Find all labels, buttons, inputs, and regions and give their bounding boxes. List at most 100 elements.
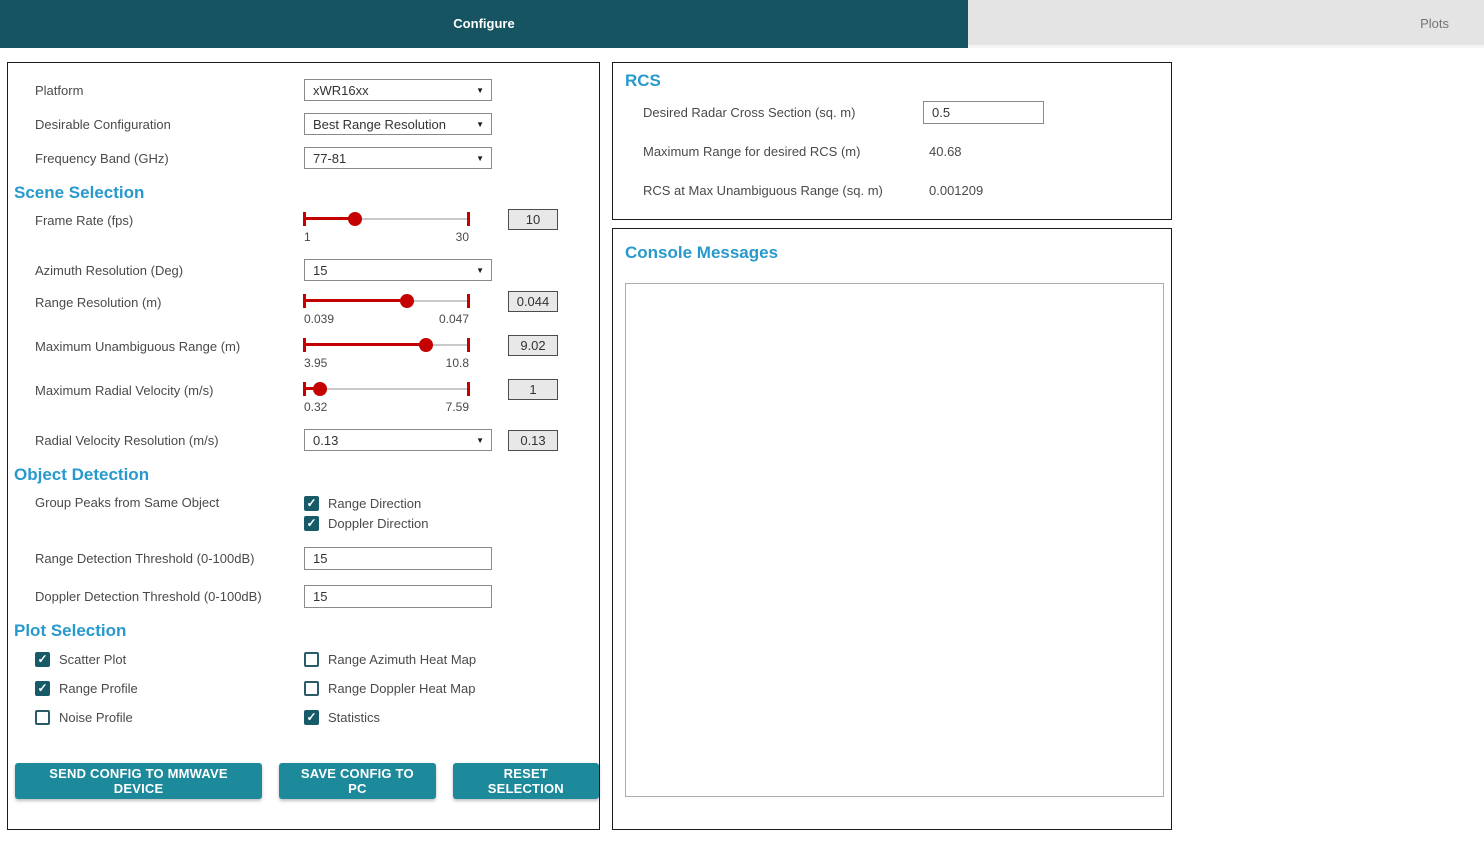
noise-profile-label: Noise Profile [59, 709, 133, 725]
doppler-detection-threshold-label: Doppler Detection Threshold (0-100dB) [35, 588, 262, 604]
chevron-down-icon: ▼ [476, 435, 484, 445]
group-peaks-label: Group Peaks from Same Object [35, 495, 220, 510]
range-resolution-max: 0.047 [438, 312, 469, 326]
slider-min-tick [303, 212, 306, 226]
rcs-at-max-range-row: RCS at Max Unambiguous Range (sq. m) 0.0… [643, 175, 1171, 205]
maximum-unambiguous-range-slider-handle[interactable] [419, 338, 434, 352]
slider-fill [304, 343, 427, 346]
checkmark-icon: ✓ [306, 496, 317, 510]
radial-velocity-resolution-label: Radial Velocity Resolution (m/s) [35, 432, 219, 448]
plot-selection-grid: ✓ Scatter Plot Range Azimuth Heat Map ✓ … [35, 649, 599, 727]
chevron-down-icon: ▼ [476, 265, 484, 275]
send-config-button[interactable]: SEND CONFIG TO MMWAVE DEVICE [15, 763, 263, 799]
frame-rate-row: Frame Rate (fps) 1 30 10 [8, 209, 599, 253]
scatter-plot-checkbox[interactable]: ✓ [35, 651, 50, 667]
platform-row: Platform xWR16xx ▼ [8, 75, 599, 105]
range-resolution-value: 0.044 [508, 291, 558, 312]
noise-profile-checkbox[interactable] [35, 709, 50, 725]
radial-velocity-resolution-value: 0.13 [508, 429, 558, 451]
radial-velocity-resolution-row: Radial Velocity Resolution (m/s) 0.13 ▼ … [8, 425, 599, 455]
range-profile-checkbox[interactable]: ✓ [35, 680, 50, 696]
slider-fill [304, 217, 356, 220]
slider-track [304, 218, 469, 220]
maximum-radial-velocity-slider[interactable] [303, 381, 470, 397]
max-range-for-rcs-value: 40.68 [929, 143, 962, 159]
frame-rate-slider[interactable] [303, 211, 470, 227]
desired-rcs-input[interactable] [923, 100, 1044, 124]
frame-rate-min: 1 [304, 230, 311, 244]
range-resolution-min: 0.039 [304, 312, 335, 326]
checkmark-icon: ✓ [306, 516, 317, 530]
maximum-unambiguous-range-value: 9.02 [508, 335, 558, 356]
range-doppler-heat-map-checkbox[interactable] [304, 680, 319, 696]
configure-panel: Platform xWR16xx ▼ Desirable Configurati… [7, 62, 600, 830]
doppler-direction-label: Doppler Direction [328, 515, 429, 531]
maximum-unambiguous-range-label: Maximum Unambiguous Range (m) [35, 339, 241, 354]
console-messages-heading: Console Messages [625, 243, 779, 262]
save-config-button[interactable]: SAVE CONFIG TO PC [279, 763, 436, 799]
maximum-radial-velocity-value: 1 [508, 379, 558, 400]
platform-select[interactable]: xWR16xx ▼ [304, 79, 492, 101]
rcs-at-max-range-value: 0.001209 [929, 182, 984, 198]
config-buttons: SEND CONFIG TO MMWAVE DEVICE SAVE CONFIG… [15, 763, 600, 799]
max-range-for-rcs-label: Maximum Range for desired RCS (m) [643, 143, 861, 159]
checkmark-icon: ✓ [37, 652, 48, 666]
frame-rate-max: 30 [455, 230, 469, 244]
azimuth-resolution-select[interactable]: 15 ▼ [304, 259, 492, 281]
rcs-at-max-range-label: RCS at Max Unambiguous Range (sq. m) [643, 182, 883, 198]
doppler-detection-threshold-input[interactable] [304, 584, 492, 608]
desirable-configuration-label: Desirable Configuration [35, 116, 171, 132]
statistics-checkbox[interactable]: ✓ [304, 709, 319, 725]
maximum-unambiguous-range-row: Maximum Unambiguous Range (m) 3.95 10.8 … [8, 335, 599, 379]
scatter-plot-label: Scatter Plot [59, 651, 127, 667]
slider-fill [304, 299, 408, 302]
desirable-configuration-select-value: Best Range Resolution [313, 116, 446, 132]
reset-selection-button[interactable]: RESET SELECTION [452, 763, 600, 799]
azimuth-resolution-row: Azimuth Resolution (Deg) 15 ▼ [8, 255, 599, 285]
maximum-radial-velocity-max: 7.59 [445, 400, 469, 414]
range-direction-label: Range Direction [328, 495, 422, 511]
azimuth-resolution-select-value: 15 [313, 262, 328, 278]
maximum-unambiguous-range-max: 10.8 [445, 356, 469, 370]
desired-rcs-row: Desired Radar Cross Section (sq. m) [643, 97, 1171, 127]
group-peaks-row: Group Peaks from Same Object ✓ Range Dir… [8, 493, 599, 533]
slider-fill [304, 387, 320, 390]
range-resolution-slider[interactable] [303, 293, 470, 309]
desirable-configuration-row: Desirable Configuration Best Range Resol… [8, 109, 599, 139]
frame-rate-slider-handle[interactable] [348, 212, 363, 226]
radial-velocity-resolution-select-value: 0.13 [313, 432, 339, 448]
doppler-direction-checkbox[interactable]: ✓ [304, 515, 319, 531]
tab-configure[interactable]: Configure [0, 0, 968, 48]
azimuth-resolution-label: Azimuth Resolution (Deg) [35, 262, 184, 278]
range-detection-threshold-row: Range Detection Threshold (0-100dB) [8, 543, 599, 573]
slider-min-tick [303, 338, 306, 352]
platform-select-value: xWR16xx [313, 82, 369, 98]
maximum-radial-velocity-slider-handle[interactable] [312, 382, 327, 396]
range-doppler-heat-map-label: Range Doppler Heat Map [328, 680, 476, 696]
frame-rate-label: Frame Rate (fps) [35, 213, 134, 228]
maximum-radial-velocity-min: 0.32 [304, 400, 328, 414]
console-output [625, 283, 1164, 797]
frequency-band-label: Frequency Band (GHz) [35, 150, 169, 166]
desirable-configuration-select[interactable]: Best Range Resolution ▼ [304, 113, 492, 135]
range-profile-label: Range Profile [59, 680, 138, 696]
range-resolution-row: Range Resolution (m) 0.039 0.047 0.044 [8, 291, 599, 335]
slider-min-tick [303, 294, 306, 308]
range-resolution-slider-handle[interactable] [400, 294, 415, 308]
chevron-down-icon: ▼ [476, 119, 484, 129]
maximum-radial-velocity-label: Maximum Radial Velocity (m/s) [35, 383, 214, 398]
rcs-panel: RCS Desired Radar Cross Section (sq. m) … [612, 62, 1172, 220]
tab-plots[interactable]: Plots [1420, 16, 1449, 31]
range-azimuth-heat-map-label: Range Azimuth Heat Map [328, 651, 477, 667]
radial-velocity-resolution-select[interactable]: 0.13 ▼ [304, 429, 492, 451]
range-detection-threshold-input[interactable] [304, 546, 492, 570]
frame-rate-value: 10 [508, 209, 558, 230]
range-azimuth-heat-map-checkbox[interactable] [304, 651, 319, 667]
range-detection-threshold-label: Range Detection Threshold (0-100dB) [35, 550, 255, 566]
object-detection-heading: Object Detection [14, 465, 150, 484]
maximum-unambiguous-range-slider[interactable] [303, 337, 470, 353]
range-direction-checkbox[interactable]: ✓ [304, 495, 319, 511]
plot-selection-heading: Plot Selection [14, 621, 127, 640]
frequency-band-select[interactable]: 77-81 ▼ [304, 147, 492, 169]
doppler-detection-threshold-row: Doppler Detection Threshold (0-100dB) [8, 581, 599, 611]
